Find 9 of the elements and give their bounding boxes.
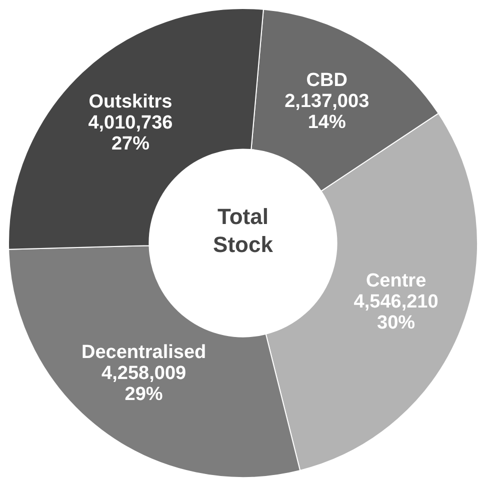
data-label: 4,258,009 29% bbox=[102, 363, 186, 406]
slice-label: Decentralised bbox=[82, 342, 206, 364]
slice-label: Centre bbox=[366, 270, 426, 292]
data-label: 4,010,736 27% bbox=[88, 112, 173, 155]
slice-label: Outskitrs bbox=[88, 92, 172, 113]
data-label: 4,546,210 30% bbox=[354, 292, 438, 334]
data-label: 2,137,003 14% bbox=[284, 91, 370, 134]
slice-label: CBD bbox=[306, 70, 348, 92]
text: Total Stock bbox=[212, 203, 274, 259]
